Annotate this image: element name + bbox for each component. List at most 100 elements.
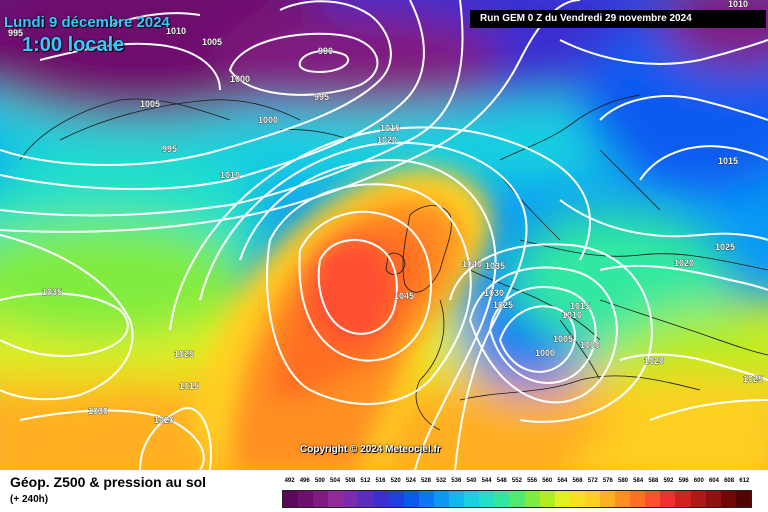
map-title: Géop. Z500 & pression au sol [10,474,207,490]
map-footer: Géop. Z500 & pression au sol (+ 240h) 49… [0,470,768,512]
isobar-label: 1045 [394,291,414,301]
legend-swatch [569,491,585,507]
geopotential-map: 995 1010 1005 990 1000 1005 995 1000 995… [0,0,768,470]
legend-swatch [705,491,721,507]
isobar-label: 1025 [493,300,513,310]
legend-swatch [524,491,540,507]
isobar-label: 1000 [535,348,555,358]
legend-value: 568 [572,478,583,484]
legend-swatch [645,491,661,507]
legend-swatch [313,491,329,507]
isobar-label: 1005 [553,334,573,344]
isobar-label: 1035 [485,261,505,271]
legend-swatch [418,491,434,507]
legend-value: 608 [724,478,735,484]
legend-value: 564 [557,478,568,484]
legend-swatch [720,491,736,507]
legend-value: 496 [299,478,310,484]
legend-value: 592 [663,478,674,484]
legend-swatch [449,491,465,507]
legend-value: 548 [496,478,507,484]
isobar-label: 1000 [580,340,600,350]
isobar-label: 990 [318,46,333,56]
legend-value: 560 [542,478,553,484]
legend-swatch [599,491,616,507]
legend-swatch [479,491,495,507]
legend-value: 588 [648,478,659,484]
legend-value: 508 [345,478,356,484]
legend-value: 580 [618,478,629,484]
legend-value: 576 [602,478,613,484]
isobar-label: 1010 [728,0,748,9]
isobars [0,0,768,470]
isobar-label: 1020 [674,258,694,268]
isobar-label: 995 [162,144,177,154]
legend-swatch [584,491,600,507]
forecast-date: Lundi 9 décembre 2024 [4,14,170,31]
legend-value: 596 [678,478,689,484]
legend-swatch [388,491,404,507]
legend-value: 516 [375,478,386,484]
legend-swatch [690,491,706,507]
isobar-label: 1000 [230,74,250,84]
legend-value: 612 [739,478,750,484]
legend-swatch [373,491,389,507]
legend-swatch [343,491,359,507]
legend-value: 528 [420,478,431,484]
isobar-label: 1000 [258,115,278,125]
legend-swatch [494,491,510,507]
legend-swatch [554,491,570,507]
legend-value: 544 [481,478,492,484]
copyright-text: Copyright © 2024 Meteociel.fr [300,444,441,455]
legend-value: 504 [330,478,341,484]
legend-value: 500 [314,478,325,484]
isobar-label: 1010 [166,26,186,36]
color-legend: 492 496 500 504 508 512 516 520 524 528 532 536 540 5… [282,472,752,510]
legend-swatch [283,491,299,507]
legend-colorbar [282,490,752,508]
forecast-time: 1:00 locale [22,34,125,56]
legend-swatch [660,491,676,507]
legend-value: 540 [466,478,477,484]
legend-swatch [509,491,525,507]
isobar-label: 1020 [377,135,397,145]
legend-value: 536 [451,478,462,484]
legend-swatch [298,491,314,507]
isobar-label: 1015 [570,301,590,311]
isobar-label: 1040 [462,259,482,269]
legend-value: 492 [284,478,295,484]
legend-value: 604 [708,478,719,484]
legend-swatch [615,491,631,507]
isobar-label: 1025 [174,349,194,359]
legend-value: 584 [633,478,644,484]
legend-swatch [403,491,419,507]
legend-swatch [464,491,480,507]
isobar-label: 1005 [202,37,222,47]
legend-swatch [433,491,450,507]
legend-value: 532 [436,478,447,484]
legend-swatch [539,491,555,507]
legend-value: 600 [693,478,704,484]
forecast-range: (+ 240h) [10,494,49,505]
isobar-label: 995 [314,92,329,102]
legend-swatch [358,491,374,507]
legend-value: 552 [511,478,522,484]
legend-value: 556 [527,478,538,484]
legend-swatch [630,491,646,507]
isobar-label: 1020 [154,415,174,425]
legend-swatch [328,491,344,507]
isobar-label: 1035 [42,287,62,297]
legend-values: 492 496 500 504 508 512 516 520 524 528 532 536 540 5… [282,478,752,488]
isobar-label: 1015 [380,123,400,133]
legend-value: 520 [390,478,401,484]
isobar-label: 1030 [484,288,504,298]
legend-value: 512 [360,478,371,484]
legend-value: 524 [405,478,416,484]
isobar-label: 995 [8,28,23,38]
legend-swatch [735,491,751,507]
isobar-label: 1010 [562,310,582,320]
isobar-label: 1030 [88,406,108,416]
model-run-label: Run GEM 0 Z du Vendredi 29 novembre 2024 [470,10,766,28]
isobar-labels: 995 1010 1005 990 1000 1005 995 1000 995… [8,0,764,425]
